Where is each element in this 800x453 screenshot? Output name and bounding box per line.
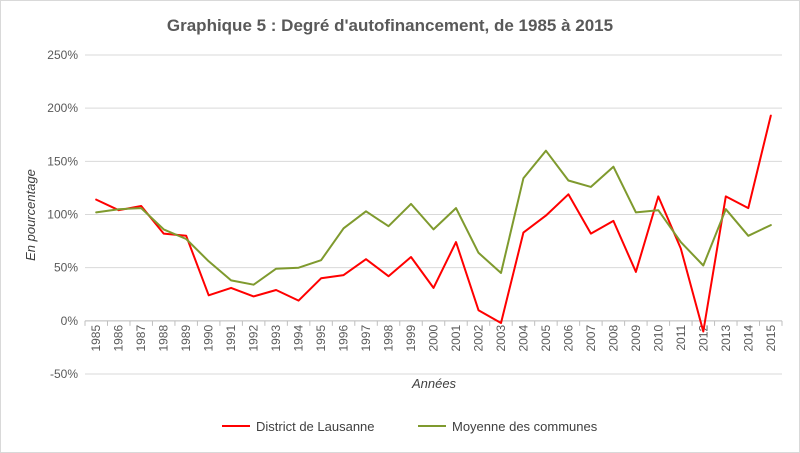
x-tick-label: 1988 <box>157 325 171 352</box>
x-tick-label: 1998 <box>382 325 396 352</box>
x-tick-label: 2008 <box>606 325 620 352</box>
y-tick-label: -50% <box>50 367 78 381</box>
y-tick-label: 0% <box>61 314 79 328</box>
x-tick-label: 1999 <box>404 325 418 352</box>
x-tick-label: 1995 <box>314 325 328 352</box>
x-tick-label: 1985 <box>89 325 103 352</box>
y-tick-label: 150% <box>47 154 78 168</box>
y-axis-title: En pourcentage <box>23 169 38 261</box>
series-line-2 <box>95 149 772 286</box>
x-tick-label: 2004 <box>516 325 530 352</box>
x-tick-label: 2002 <box>471 325 485 352</box>
x-tick-label: 2001 <box>449 325 463 352</box>
y-axis-ticks: -50% 0% 50% 100% 150% 200% 250% <box>47 48 78 381</box>
legend-label: District de Lausanne <box>256 419 375 434</box>
x-tick-label: 1997 <box>359 325 373 352</box>
x-tick-label: 1991 <box>224 325 238 352</box>
x-tick-label: 2013 <box>719 325 733 352</box>
x-tick-label: 1992 <box>247 325 261 352</box>
y-tick-label: 50% <box>54 261 78 275</box>
y-tick-label: 200% <box>47 101 78 115</box>
series-lines <box>95 114 772 333</box>
x-tick-label: 2006 <box>561 325 575 352</box>
x-tick-label: 2000 <box>427 325 441 352</box>
x-tick-label: 1987 <box>134 325 148 352</box>
x-tick-label: 1996 <box>337 325 351 352</box>
x-tick-label: 1993 <box>269 325 283 352</box>
x-tick-label: 1986 <box>112 325 126 352</box>
x-tick-label: 2011 <box>674 325 688 351</box>
x-tick-label: 2014 <box>741 325 755 352</box>
y-tick-label: 100% <box>47 208 78 222</box>
x-tick-label: 1989 <box>179 325 193 352</box>
x-axis <box>84 320 783 326</box>
x-tick-label: 2007 <box>584 325 598 352</box>
legend: District de Lausanne Moyenne des communes <box>222 419 598 434</box>
series-line-1 <box>95 114 772 333</box>
chart-title: Graphique 5 : Degré d'autofinancement, d… <box>167 16 613 35</box>
x-tick-label: 2015 <box>764 325 778 352</box>
x-tick-label: 2003 <box>494 325 508 352</box>
x-axis-ticks: 1985 1986 1987 1988 1989 1990 1991 1992 1993 1994… <box>89 325 778 352</box>
x-tick-label: 1990 <box>202 325 216 352</box>
x-tick-label: 2009 <box>629 325 643 352</box>
x-tick-label: 1994 <box>292 325 306 352</box>
legend-label: Moyenne des communes <box>452 419 598 434</box>
x-tick-label: 2005 <box>539 325 553 352</box>
x-tick-label: 2010 <box>651 325 665 352</box>
x-tick-label: 2012 <box>696 325 710 352</box>
x-axis-title: Années <box>411 376 457 391</box>
y-tick-label: 250% <box>47 48 78 62</box>
